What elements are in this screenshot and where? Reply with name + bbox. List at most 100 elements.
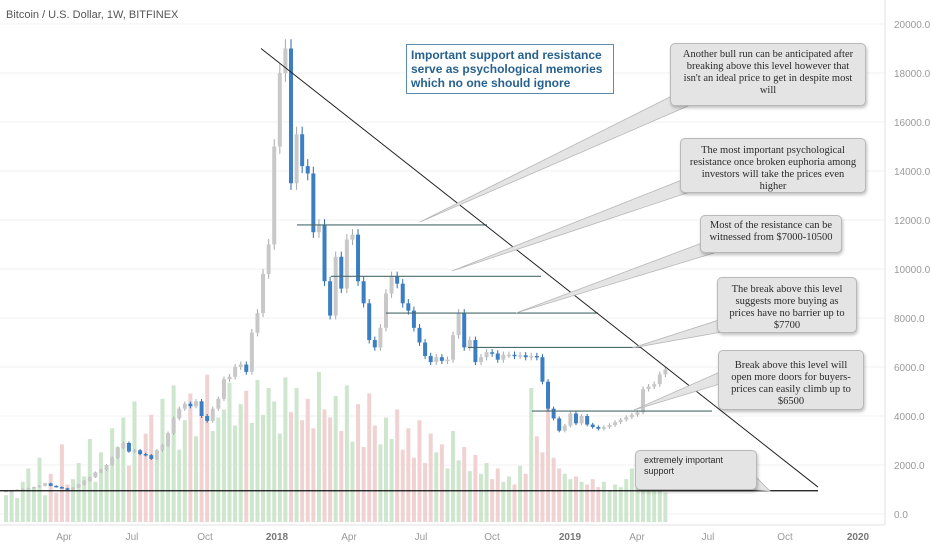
volume-bar <box>71 479 76 522</box>
candle-body <box>445 359 450 362</box>
time-tick-label: 2020 <box>847 532 870 543</box>
candle-body <box>518 355 523 357</box>
volume-bar <box>20 481 25 522</box>
callout-bull-run: Another bull run can be anticipated afte… <box>670 43 866 106</box>
volume-bar <box>356 404 361 522</box>
volume-bar <box>462 447 467 522</box>
candle-body <box>272 146 277 245</box>
candle-body <box>406 303 411 311</box>
candle-body <box>126 442 131 452</box>
candle-body <box>261 273 266 314</box>
candle-body <box>618 419 623 423</box>
candle-body <box>434 357 439 363</box>
candle-body <box>378 327 383 348</box>
volume-bar <box>523 473 528 522</box>
candle-body <box>478 357 483 363</box>
volume-bar <box>417 420 422 522</box>
candle-body <box>596 427 601 429</box>
volume-bar <box>501 481 506 522</box>
volume-bar <box>339 430 344 522</box>
volume-bar <box>361 447 366 522</box>
candle-body <box>383 293 388 328</box>
volume-bar <box>557 468 562 522</box>
candle-body <box>93 472 98 478</box>
candle-body <box>143 453 148 456</box>
volume-bar <box>98 452 103 522</box>
candle-body <box>400 283 405 304</box>
volume-bar <box>562 473 567 522</box>
candle-body <box>48 483 53 486</box>
volume-bar <box>166 441 171 522</box>
candle-body <box>149 455 154 459</box>
candle-body <box>495 353 500 360</box>
volume-bar <box>210 430 215 522</box>
candle-body <box>154 450 159 459</box>
candle-body <box>244 364 249 372</box>
volume-bar <box>467 471 472 522</box>
volume-bar <box>93 481 98 522</box>
candle-body <box>417 327 422 343</box>
candle-body <box>356 234 361 282</box>
volume-bar <box>65 484 70 522</box>
volume-bar <box>9 489 14 522</box>
candle-body <box>59 487 64 489</box>
candle-body <box>646 386 651 390</box>
volume-bar <box>104 468 109 522</box>
time-tick-label: Jul <box>702 532 715 543</box>
candle-body <box>166 433 171 446</box>
volume-bar <box>154 457 159 522</box>
volume-bar <box>294 388 299 522</box>
candle-body <box>160 445 165 451</box>
volume-bar <box>255 380 260 522</box>
volume-bar <box>305 398 310 522</box>
candle-body <box>300 134 305 167</box>
volume-bar <box>551 457 556 522</box>
candle-body <box>328 281 333 316</box>
symbol-title: Bitcoin / U.S. Dollar, 1W, BITFINEX <box>6 9 179 21</box>
volume-bar <box>177 449 182 522</box>
candle-body <box>255 313 260 333</box>
candle-body <box>132 450 137 452</box>
candle-body <box>423 342 428 356</box>
volume-bar <box>657 484 662 522</box>
support-resistance-lines <box>0 224 818 492</box>
volume-bar <box>350 441 355 522</box>
candle-body <box>71 487 76 490</box>
volume-bar <box>641 481 646 522</box>
volume-bar <box>596 487 601 522</box>
candle-body <box>451 335 456 360</box>
time-tick-label: Jul <box>126 532 139 543</box>
candle-body <box>601 427 606 429</box>
candle-body <box>573 413 578 424</box>
candle-body <box>216 398 221 409</box>
volume-bar <box>300 420 305 522</box>
volume-bar <box>82 476 87 522</box>
volume-bar <box>37 457 42 522</box>
candle-body <box>367 303 372 341</box>
candle-body <box>635 412 640 415</box>
volume-bar <box>372 425 377 522</box>
candle-body <box>316 224 321 233</box>
candle-body <box>233 367 238 377</box>
volume-bar <box>272 401 277 522</box>
volume-bar <box>585 484 590 522</box>
volume-bar <box>518 465 523 522</box>
volume-bar <box>439 444 444 522</box>
candle-body <box>199 401 204 416</box>
volume-bar <box>238 404 243 522</box>
volume-bar <box>249 422 254 522</box>
time-tick-label: Oct <box>484 532 500 543</box>
candle-body <box>523 355 528 358</box>
candle-body <box>361 281 366 304</box>
candle-body <box>65 488 70 490</box>
volume-bar <box>573 476 578 522</box>
callout-resistance-zone: Most of the resistance can be witnessed … <box>700 215 842 253</box>
candle-body <box>389 276 394 294</box>
volume-bar <box>233 425 238 522</box>
candle-body <box>506 354 511 357</box>
candle-body <box>37 485 42 488</box>
volume-bar <box>143 433 148 522</box>
candle-body <box>333 256 338 316</box>
time-tick-label: Oct <box>777 532 793 543</box>
